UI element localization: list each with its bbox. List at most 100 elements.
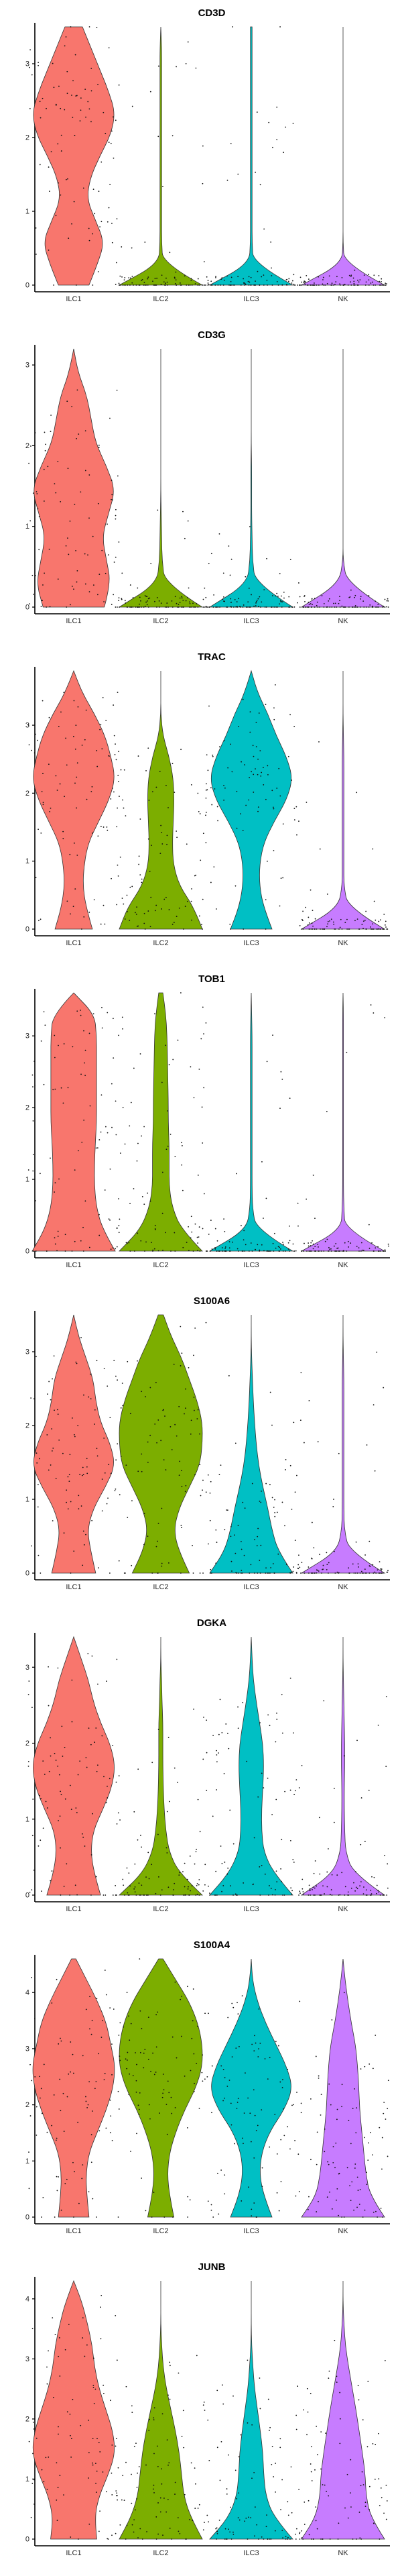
data-point	[157, 1833, 159, 1835]
data-point	[341, 605, 343, 607]
data-point	[92, 2198, 94, 2200]
data-point	[334, 2167, 336, 2169]
data-point	[280, 1868, 282, 1870]
data-point	[173, 922, 175, 924]
data-point	[187, 1986, 188, 1988]
data-point	[302, 1250, 304, 1252]
data-point	[274, 2113, 276, 2115]
data-point	[326, 1238, 328, 1240]
data-point	[102, 2471, 104, 2473]
data-point	[206, 1752, 208, 1754]
data-point	[98, 1139, 100, 1140]
data-point	[263, 274, 265, 276]
data-point	[46, 2131, 48, 2133]
data-point	[237, 1894, 238, 1896]
data-point	[278, 2210, 280, 2212]
data-point	[143, 912, 145, 914]
data-point	[313, 1872, 315, 1874]
data-point	[91, 2019, 93, 2021]
violin-nk	[301, 1958, 385, 2218]
data-point	[78, 433, 80, 435]
data-point	[88, 2477, 89, 2479]
data-point	[48, 250, 50, 251]
data-point	[92, 2464, 94, 2466]
data-point	[285, 1469, 286, 1470]
data-point	[175, 279, 177, 281]
data-point	[184, 1491, 186, 1493]
data-point	[295, 2414, 297, 2416]
data-point	[68, 237, 70, 239]
data-point	[279, 1250, 281, 1252]
data-point	[129, 284, 131, 286]
data-point	[131, 885, 133, 888]
data-point	[316, 2211, 318, 2212]
data-point	[157, 1876, 159, 1878]
data-point	[94, 2463, 96, 2465]
data-point	[121, 572, 123, 574]
data-point	[259, 2043, 261, 2044]
data-point	[263, 284, 265, 286]
data-point	[202, 598, 204, 600]
data-point	[207, 606, 209, 608]
data-point	[72, 1417, 73, 1419]
data-point	[236, 2108, 238, 2109]
data-point	[188, 284, 190, 286]
data-point	[253, 1572, 255, 1574]
data-point	[318, 284, 320, 286]
data-point	[237, 606, 239, 608]
data-point	[181, 1995, 183, 1997]
data-point	[209, 1492, 211, 1494]
data-point	[50, 1755, 52, 1757]
data-point	[334, 1550, 335, 1552]
data-point	[257, 1527, 259, 1529]
data-point	[29, 2115, 31, 2116]
data-point	[131, 2405, 133, 2407]
data-point	[127, 1517, 129, 1518]
data-point	[122, 2475, 124, 2477]
data-point	[101, 1735, 103, 1737]
data-point	[56, 790, 58, 791]
data-point	[209, 284, 211, 286]
data-point	[70, 2434, 71, 2436]
data-point	[224, 2193, 226, 2195]
data-point	[339, 283, 340, 285]
data-point	[123, 1884, 125, 1886]
data-point	[80, 1240, 82, 1242]
data-point	[298, 1554, 299, 1556]
data-point	[275, 2041, 277, 2043]
data-point	[360, 2068, 362, 2070]
data-point	[183, 606, 184, 608]
data-point	[40, 117, 42, 119]
data-point	[96, 750, 98, 751]
data-point	[73, 1550, 75, 1552]
data-point	[318, 741, 320, 743]
data-point	[378, 275, 380, 276]
data-point	[143, 1203, 145, 1205]
data-point	[202, 1890, 204, 1892]
data-point	[221, 2384, 223, 2386]
data-point	[82, 1466, 84, 1468]
data-point	[381, 2497, 383, 2499]
data-point	[116, 1246, 118, 1248]
data-point	[89, 1373, 91, 1375]
data-point	[134, 1863, 136, 1865]
data-point	[258, 606, 259, 607]
data-point	[32, 1799, 34, 1800]
data-point	[384, 598, 386, 600]
data-point	[74, 54, 76, 56]
data-point	[126, 2524, 128, 2526]
data-point	[176, 830, 178, 832]
data-point	[96, 2470, 98, 2472]
data-point	[149, 597, 151, 599]
data-point	[368, 1789, 370, 1791]
data-point	[364, 1554, 366, 1556]
data-point	[191, 919, 192, 921]
data-point	[324, 2151, 326, 2153]
data-point	[174, 1767, 176, 1769]
data-point	[322, 1564, 324, 1566]
data-point	[40, 832, 42, 834]
data-point	[353, 1882, 354, 1884]
data-point	[240, 2434, 242, 2436]
data-point	[216, 1250, 218, 1252]
data-point	[187, 597, 189, 598]
